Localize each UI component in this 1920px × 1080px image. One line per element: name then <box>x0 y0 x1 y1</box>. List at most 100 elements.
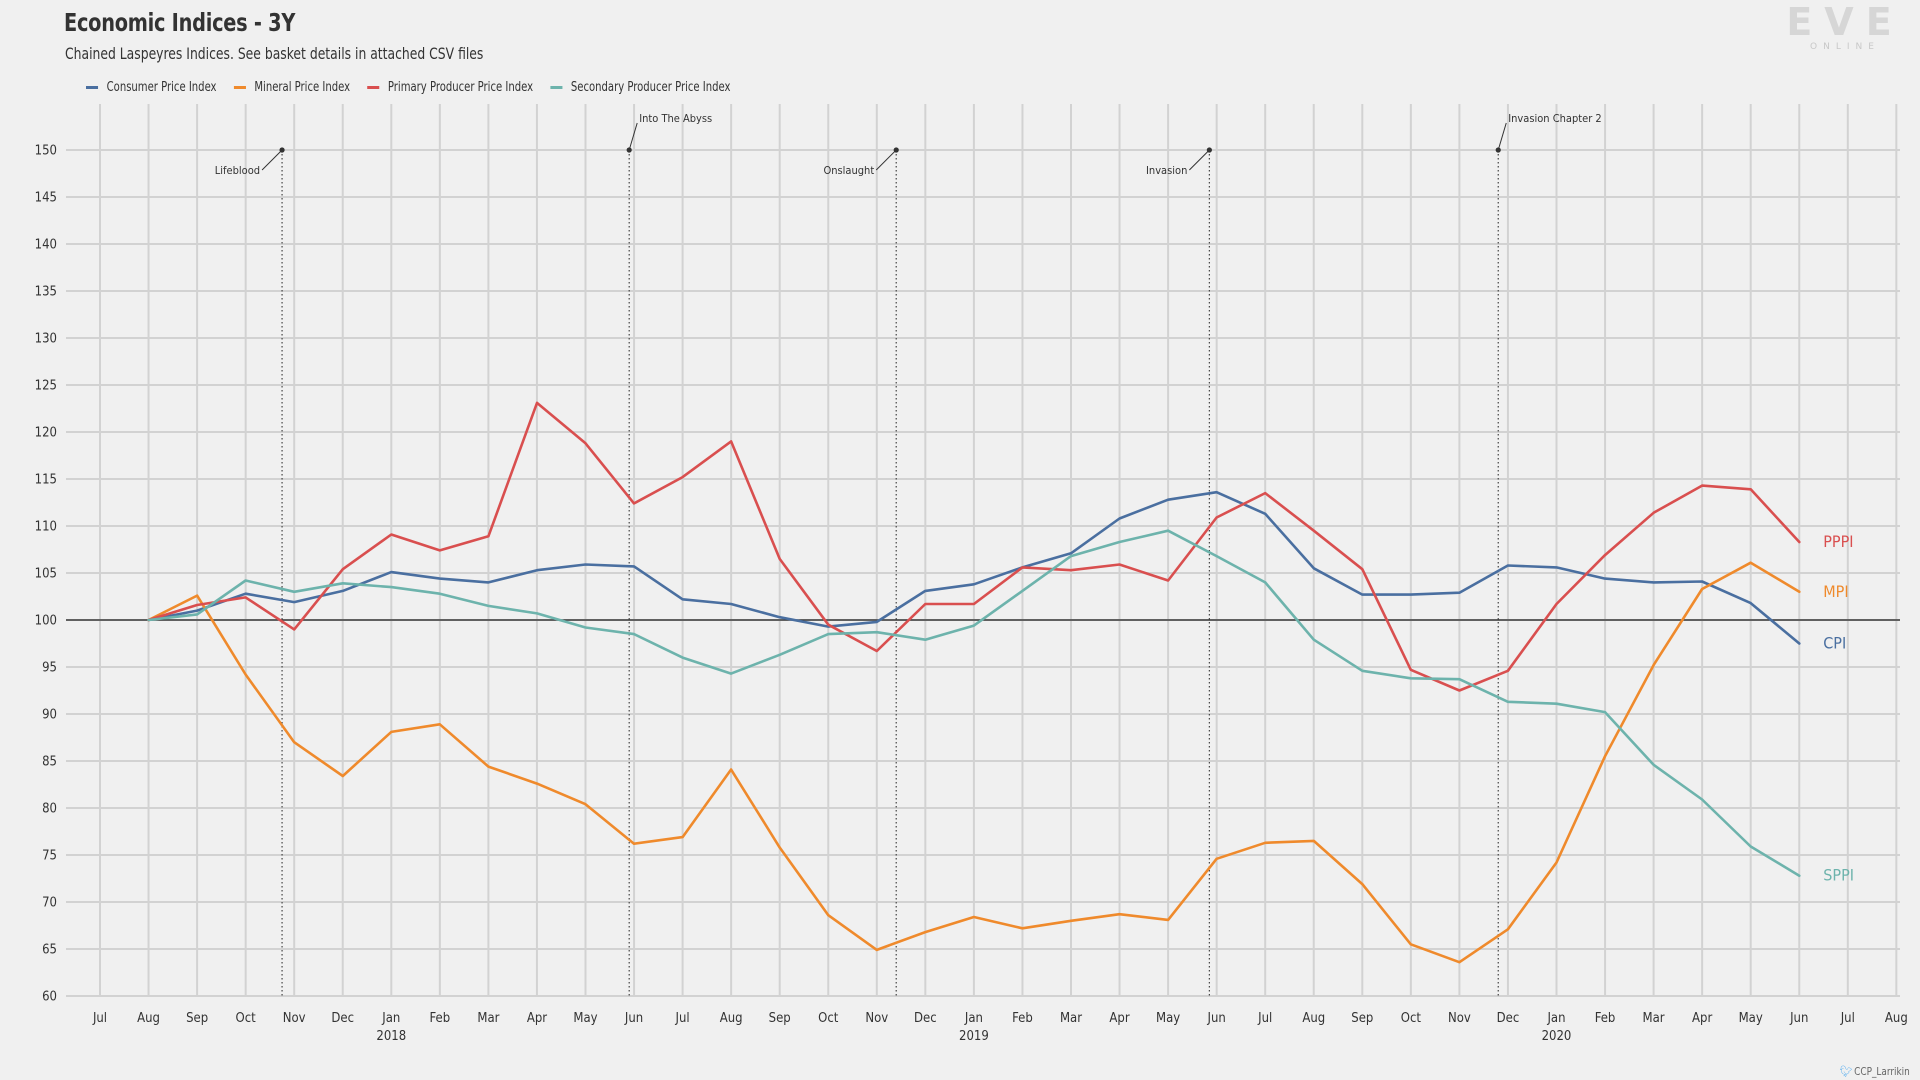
y-tick-label: 60 <box>42 990 57 1005</box>
x-tick-label: Nov <box>865 1011 888 1026</box>
x-tick-label: Mar <box>477 1011 499 1026</box>
y-tick-label: 85 <box>42 755 57 770</box>
y-tick-label: 140 <box>35 238 57 253</box>
x-tick-label: May <box>1156 1011 1180 1026</box>
x-tick-label: Jul <box>92 1011 107 1026</box>
chart-subtitle: Chained Laspeyres Indices. See basket de… <box>65 44 484 63</box>
x-tick-label: Aug <box>1885 1011 1908 1026</box>
event-leader <box>261 149 283 171</box>
x-tick-label: Jan <box>964 1011 983 1026</box>
x-year-label: 2020 <box>1542 1029 1572 1044</box>
y-tick-label: 105 <box>35 567 57 582</box>
y-tick-label: 70 <box>42 896 57 911</box>
credit-handle: CCP_Larrikin <box>1854 1065 1910 1078</box>
legend-label-pppi: Primary Producer Price Index <box>387 80 534 95</box>
x-year-label: 2019 <box>959 1029 989 1044</box>
x-year-label: 2018 <box>376 1029 406 1044</box>
event-leader <box>1497 122 1507 151</box>
grid <box>66 104 1900 997</box>
legend-item-cpi[interactable]: Consumer Price Index <box>86 80 217 95</box>
legend-swatch-cpi <box>86 86 99 89</box>
series-lines <box>147 401 1801 964</box>
x-tick-label: Jan <box>1546 1011 1565 1026</box>
x-tick-label: Feb <box>1012 1011 1033 1026</box>
legend-swatch-mpi <box>233 86 246 89</box>
legend-item-sppi[interactable]: Secondary Producer Price Index <box>550 80 730 95</box>
y-tick-label: 100 <box>35 614 57 629</box>
x-tick-label: Dec <box>331 1011 354 1026</box>
chart-title: Economic Indices - 3Y <box>64 8 296 37</box>
y-tick-label: 150 <box>35 144 57 159</box>
x-tick-label: Jul <box>1840 1011 1855 1026</box>
x-tick-label: Sep <box>1351 1011 1373 1026</box>
x-tick-label: Mar <box>1643 1011 1665 1026</box>
y-tick-label: 90 <box>42 708 57 723</box>
legend-swatch-sppi <box>550 86 563 89</box>
logo-subtext: ONLINE <box>1810 42 1880 52</box>
y-tick-label: 65 <box>42 943 57 958</box>
x-tick-label: Sep <box>186 1011 208 1026</box>
x-tick-label: Jul <box>1257 1011 1272 1026</box>
x-tick-label: Feb <box>1595 1011 1616 1026</box>
y-tick-label: 95 <box>42 661 57 676</box>
x-tick-label: Apr <box>527 1011 547 1026</box>
series-end-label-mpi: MPI <box>1823 582 1848 601</box>
x-tick-label: Sep <box>769 1011 791 1026</box>
event-leader <box>875 149 897 171</box>
y-tick-label: 75 <box>42 849 57 864</box>
y-axis-ticks: 60 65 70 75 80 85 90 95 100 105 110 115 120 125 130 135… <box>35 144 57 1005</box>
x-tick-label: Jun <box>1207 1011 1226 1026</box>
y-tick-label: 130 <box>35 332 57 347</box>
y-tick-label: 110 <box>35 520 57 535</box>
event-label: Lifeblood <box>215 164 260 177</box>
event-leader <box>628 122 638 151</box>
event-label: Invasion Chapter 2 <box>1508 112 1602 125</box>
x-tick-label: Dec <box>1497 1011 1520 1026</box>
series-line-mpi <box>147 561 1801 964</box>
x-tick-label: Jun <box>624 1011 643 1026</box>
y-tick-label: 115 <box>35 473 57 488</box>
x-tick-label: Jun <box>1789 1011 1808 1026</box>
legend-item-pppi[interactable]: Primary Producer Price Index <box>367 80 533 95</box>
series-line-sppi <box>147 529 1801 878</box>
event-label: Invasion <box>1146 164 1187 177</box>
x-tick-label: Oct <box>1401 1011 1422 1026</box>
y-tick-label: 80 <box>42 802 57 817</box>
series-end-labels: CPI MPI PPPI SPPI <box>1823 532 1854 885</box>
legend-label-cpi: Consumer Price Index <box>106 80 217 95</box>
event-label: Onslaught <box>823 164 874 177</box>
x-tick-label: Jan <box>381 1011 400 1026</box>
x-tick-label: Aug <box>720 1011 743 1026</box>
y-tick-label: 145 <box>35 191 57 206</box>
series-end-label-cpi: CPI <box>1823 634 1846 653</box>
x-axis-ticks: Jul Aug Sep Oct Nov Dec Jan Feb Mar Apr May Jun Jul A… <box>92 1011 1908 1044</box>
legend-item-mpi[interactable]: Mineral Price Index <box>233 80 351 95</box>
twitter-bird-icon: 🐦︎ <box>1840 1065 1853 1078</box>
x-tick-label: Feb <box>430 1011 451 1026</box>
x-tick-label: Jul <box>675 1011 690 1026</box>
series-line-pppi <box>147 401 1801 692</box>
eve-online-logo: EVE ONLINE <box>1778 2 1912 60</box>
y-tick-label: 125 <box>35 379 57 394</box>
logo-mark: EVE <box>1786 0 1904 44</box>
series-line-cpi <box>147 490 1801 645</box>
x-tick-label: Dec <box>914 1011 937 1026</box>
series-end-label-sppi: SPPI <box>1823 866 1854 885</box>
legend: Consumer Price Index Mineral Price Index… <box>86 80 737 95</box>
twitter-credit[interactable]: 🐦︎ CCP_Larrikin <box>1840 1065 1910 1078</box>
x-tick-label: Nov <box>1448 1011 1471 1026</box>
x-tick-label: Oct <box>236 1011 257 1026</box>
x-tick-label: Aug <box>1302 1011 1325 1026</box>
x-tick-label: Nov <box>283 1011 306 1026</box>
y-tick-label: 120 <box>35 426 57 441</box>
event-label: Into The Abyss <box>639 112 712 125</box>
event-markers: Lifeblood Into The Abyss Onslaught Invasion… <box>215 112 1602 996</box>
series-end-label-pppi: PPPI <box>1823 532 1853 551</box>
x-tick-label: Apr <box>1692 1011 1712 1026</box>
x-tick-label: May <box>1739 1011 1763 1026</box>
x-tick-label: May <box>573 1011 597 1026</box>
y-tick-label: 135 <box>35 285 57 300</box>
legend-label-mpi: Mineral Price Index <box>254 80 351 95</box>
x-tick-label: Mar <box>1060 1011 1082 1026</box>
